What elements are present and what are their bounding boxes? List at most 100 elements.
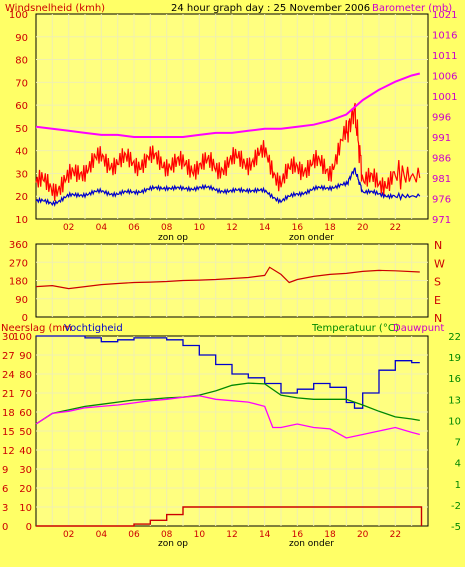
compass-label: N xyxy=(434,239,442,252)
wind-direction-line xyxy=(35,266,420,290)
temperature-y-tick-label: 10 xyxy=(448,416,461,427)
chart-title: 24 hour graph day : 25 November 2006 xyxy=(171,3,370,14)
temperature-y-tick-label: -2 xyxy=(451,501,461,512)
wind-x-tick-label: 14 xyxy=(259,223,271,233)
rain-y-tick-label: 24 xyxy=(2,370,15,381)
wind-y-tick-label: 20 xyxy=(15,192,28,203)
sunset-label-bottom: zon onder xyxy=(289,539,334,549)
wind-average-line xyxy=(35,167,421,208)
barometer-line xyxy=(35,72,421,138)
rain-y-tick-label: 0 xyxy=(2,522,8,533)
humidity-y-tick-label: 100 xyxy=(13,332,32,343)
humidity-y-tick-label: 20 xyxy=(19,484,32,495)
wind-x-tick-label: 18 xyxy=(324,223,336,233)
direction-series xyxy=(35,266,420,290)
temperature-x-tick-label: 08 xyxy=(161,530,173,540)
barometer-y-tick-label: 1006 xyxy=(432,72,457,83)
temperature-y-tick-label: -5 xyxy=(451,522,461,533)
compass-label: W xyxy=(434,257,445,270)
barometer-axis-title: Barometer (mb) xyxy=(372,3,452,14)
wind-axis-title: Windsnelheid (kmh) xyxy=(5,3,105,14)
temperature-x-tick-label: 04 xyxy=(96,530,108,540)
humidity-y-tick-label: 60 xyxy=(19,408,32,419)
compass-label: E xyxy=(434,294,441,307)
rain-y-tick-label: 9 xyxy=(2,465,8,476)
direction-y-tick-label: 360 xyxy=(9,240,28,251)
humidity-axis-title: Vochtigheid xyxy=(64,323,123,334)
rain-y-tick-label: 3 xyxy=(2,503,8,514)
compass-label: S xyxy=(434,276,441,289)
humidity-y-tick-label: 70 xyxy=(19,389,32,400)
wind-y-tick-label: 90 xyxy=(15,33,28,44)
wind-series xyxy=(35,72,421,208)
wind-x-tick-label: 02 xyxy=(63,223,74,233)
humidity-y-tick-label: 90 xyxy=(19,351,32,362)
temperature-x-tick-label: 22 xyxy=(390,530,401,540)
wind-x-tick-label: 22 xyxy=(390,223,401,233)
sunrise-label-bottom: zon op xyxy=(158,539,188,549)
temperature-x-tick-label: 10 xyxy=(194,530,206,540)
temperature-x-tick-label: 06 xyxy=(128,530,140,540)
temperature-y-tick-label: 7 xyxy=(455,438,461,449)
wind-y-tick-label: 70 xyxy=(15,78,28,89)
humidity-y-tick-label: 40 xyxy=(19,446,32,457)
rain-y-tick-label: 30 xyxy=(2,332,15,343)
humidity-y-tick-label: 30 xyxy=(19,465,32,476)
barometer-y-tick-label: 1001 xyxy=(432,92,457,103)
temperature-y-tick-label: 19 xyxy=(448,353,461,364)
rain-y-tick-label: 27 xyxy=(2,351,15,362)
temperature-y-ticks: -5 -2 1 4 7 10 13 16 19 22 xyxy=(448,332,461,533)
wind-x-tick-label: 08 xyxy=(161,223,173,233)
humidity-y-tick-label: 10 xyxy=(19,503,32,514)
temperature-series xyxy=(35,335,423,527)
wind-barometer-panel: 10 20 30 40 50 60 70 80 90 100 971 976 981 986 991 996… xyxy=(9,10,458,243)
temperature-x-tick-label: 02 xyxy=(63,530,74,540)
barometer-y-tick-label: 981 xyxy=(432,174,451,185)
barometer-y-tick-label: 971 xyxy=(432,215,451,226)
barometer-y-tick-label: 1011 xyxy=(432,51,457,62)
humidity-y-tick-label: 50 xyxy=(19,427,32,438)
temperature-y-tick-label: 13 xyxy=(448,395,461,406)
temperature-x-ticks: 02 04 06 08 10 12 14 16 18 20 22 xyxy=(63,530,401,540)
rain-y-ticks: 0 3 6 9 12 15 18 21 24 27 30 xyxy=(2,332,15,533)
temperature-x-tick-label: 12 xyxy=(226,530,237,540)
wind-y-ticks: 10 20 30 40 50 60 70 80 90 100 xyxy=(9,10,28,226)
rain-y-tick-label: 21 xyxy=(2,389,15,400)
barometer-y-tick-label: 976 xyxy=(432,195,451,206)
temperature-x-tick-label: 18 xyxy=(324,530,336,540)
temperature-y-tick-label: 1 xyxy=(455,480,461,491)
temperature-x-tick-label: 20 xyxy=(357,530,369,540)
compass-label: N xyxy=(434,312,442,325)
wind-y-tick-label: 40 xyxy=(15,147,28,158)
rain-axis-title: Neerslag (mm xyxy=(1,323,72,334)
rain-y-tick-label: 18 xyxy=(2,408,15,419)
direction-y-tick-label: 0 xyxy=(22,313,28,324)
sunrise-label-top: zon op xyxy=(158,233,188,243)
barometer-y-tick-label: 991 xyxy=(432,133,451,144)
wind-y-tick-label: 30 xyxy=(15,169,28,180)
wind-x-ticks: 02 04 06 08 10 12 14 16 18 20 22 xyxy=(63,223,401,233)
wind-y-tick-label: 100 xyxy=(9,10,28,21)
temperature-grid xyxy=(36,336,428,526)
barometer-y-tick-label: 1016 xyxy=(432,31,457,42)
wind-y-tick-label: 60 xyxy=(15,101,28,112)
temperature-y-tick-label: 4 xyxy=(455,459,461,470)
wind-x-tick-label: 20 xyxy=(357,223,369,233)
wind-x-tick-label: 16 xyxy=(292,223,304,233)
dewpoint-line xyxy=(35,395,420,439)
barometer-y-ticks: 971 976 981 986 991 996 1001 1006 1011 1016 1021 xyxy=(432,10,457,226)
rain-y-tick-label: 15 xyxy=(2,427,15,438)
humidity-y-tick-label: 0 xyxy=(26,522,32,533)
rain-line xyxy=(36,506,423,527)
direction-grid xyxy=(36,244,428,317)
barometer-y-tick-label: 1021 xyxy=(432,10,457,21)
wind-y-tick-label: 80 xyxy=(15,56,28,67)
dewpoint-axis-title: Dauwpunt xyxy=(393,323,444,334)
wind-x-tick-label: 12 xyxy=(226,223,237,233)
humidity-y-tick-label: 80 xyxy=(19,370,32,381)
